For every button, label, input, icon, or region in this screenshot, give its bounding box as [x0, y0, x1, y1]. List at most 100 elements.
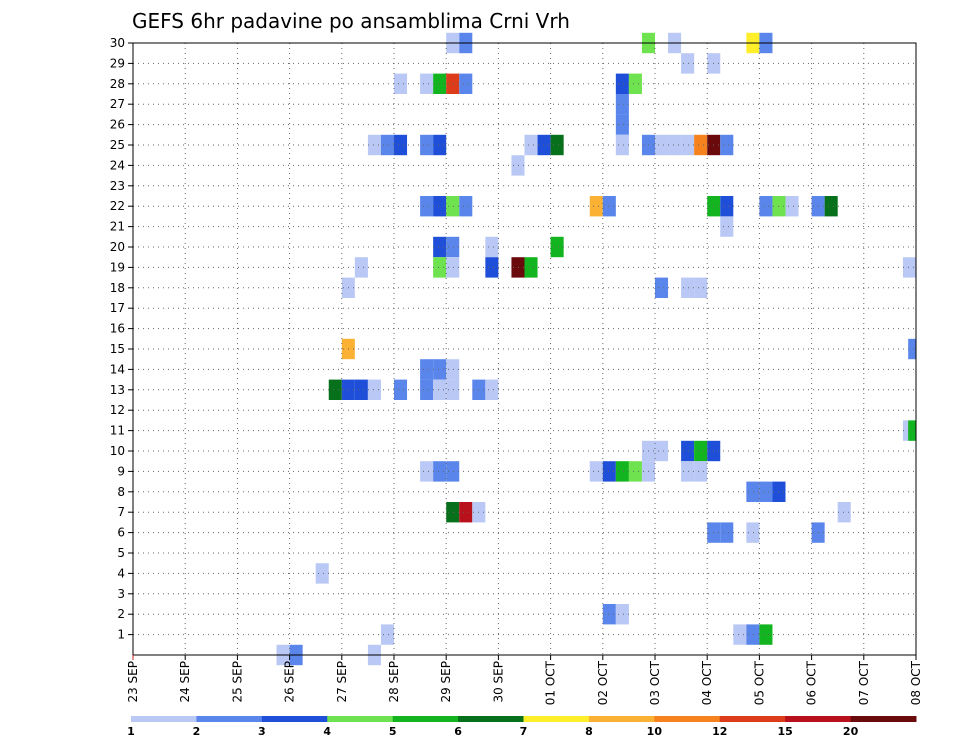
- x-tick-label: 02 OCT: [596, 660, 610, 705]
- heatmap-cell: [602, 604, 616, 625]
- y-tick-label: 15: [110, 342, 125, 356]
- heatmap-cell: [420, 359, 434, 380]
- y-tick-label: 5: [117, 546, 125, 560]
- heatmap-cell: [433, 134, 447, 156]
- y-tick-label: 24: [110, 158, 125, 172]
- heatmap-cell: [354, 379, 368, 400]
- heatmap-cell: [354, 257, 368, 278]
- y-tick-label: 13: [110, 383, 125, 397]
- heatmap-cell: [668, 134, 682, 156]
- colorbar-swatch: [785, 716, 852, 722]
- y-tick-label: 2: [117, 607, 125, 621]
- heatmap-cell: [446, 379, 460, 400]
- heatmap-cell: [908, 338, 916, 360]
- heatmap-cell: [746, 481, 760, 502]
- heatmap-cell: [328, 379, 342, 400]
- x-tick-label: 08 OCT: [909, 660, 923, 705]
- x-tick-label: 26 SEP: [283, 661, 297, 703]
- x-tick-label: 28 SEP: [387, 661, 401, 703]
- colorbar-swatch: [654, 716, 721, 722]
- y-tick-label: 18: [110, 281, 125, 295]
- heatmap-cell: [759, 196, 773, 217]
- heatmap-cell: [550, 236, 564, 258]
- y-tick-label: 11: [110, 424, 125, 438]
- heatmap-cell: [681, 134, 695, 156]
- heatmap-cell: [746, 522, 760, 543]
- y-tick-label: 20: [110, 240, 125, 254]
- x-tick-label: 07 OCT: [857, 660, 871, 705]
- y-tick-label: 10: [110, 444, 125, 458]
- heatmap-cell: [589, 461, 603, 482]
- heatmap-cell: [615, 73, 629, 94]
- y-tick-label: 27: [110, 97, 125, 111]
- x-tick-label: 30 SEP: [491, 661, 505, 703]
- y-tick-label: 1: [117, 628, 125, 642]
- heatmap-cell: [394, 379, 408, 400]
- colorbar-tick-label: 8: [585, 725, 593, 738]
- heatmap-cell: [315, 563, 329, 584]
- x-tick-label: 01 OCT: [544, 660, 558, 705]
- colorbar-swatch: [392, 716, 459, 722]
- heatmap-cell: [720, 522, 734, 543]
- heatmap-cell: [628, 461, 642, 482]
- heatmap-cell: [446, 359, 460, 380]
- heatmap-cell: [681, 277, 695, 298]
- heatmap-cell: [720, 134, 734, 156]
- colorbar-tick-label: 4: [323, 725, 331, 738]
- heatmap-cell: [459, 73, 473, 94]
- heatmap-cell: [655, 277, 669, 298]
- y-tick-label: 14: [110, 362, 125, 376]
- heatmap-cell: [681, 53, 695, 74]
- y-tick-label: 9: [117, 464, 125, 478]
- heatmap-cell: [733, 624, 747, 645]
- heatmap-cell: [537, 134, 551, 156]
- heatmap-cell: [602, 461, 616, 482]
- x-tick-label: 06 OCT: [805, 660, 819, 705]
- y-tick-label: 29: [110, 56, 125, 70]
- heatmap-cell: [615, 134, 629, 156]
- heatmap-cell: [485, 257, 499, 278]
- heatmap-cell: [615, 94, 629, 115]
- y-tick-label: 3: [117, 587, 125, 601]
- heatmap-cell: [524, 134, 538, 156]
- y-tick-label: 28: [110, 77, 125, 91]
- heatmap-cell: [694, 134, 708, 156]
- y-tick-label: 21: [110, 220, 125, 234]
- heatmap-cell: [694, 440, 708, 462]
- colorbar-tick-label: 7: [520, 725, 528, 738]
- colorbar-swatch: [588, 716, 655, 722]
- heatmap-cell: [902, 257, 916, 278]
- heatmap-cell: [380, 134, 394, 156]
- heatmap-cell: [681, 440, 695, 462]
- y-tick-label: 16: [110, 322, 125, 336]
- heatmap-cell: [394, 134, 408, 156]
- heatmap-cell: [433, 257, 447, 278]
- heatmap-cell: [720, 196, 734, 217]
- y-tick-label: 25: [110, 138, 125, 152]
- x-tick-label: 29 SEP: [439, 661, 453, 703]
- heatmap-cell: [628, 73, 642, 94]
- heatmap-cell: [615, 461, 629, 482]
- heatmap-cell: [380, 624, 394, 645]
- heatmap-cell: [615, 114, 629, 135]
- heatmap-cell: [446, 236, 460, 258]
- y-tick-label: 12: [110, 403, 125, 417]
- heatmap-cell: [524, 257, 538, 278]
- colorbar-swatch: [196, 716, 263, 722]
- heatmap-cell: [485, 236, 499, 258]
- y-tick-label: 4: [117, 566, 125, 580]
- heatmap-cell: [367, 379, 381, 400]
- x-tick-label: 27 SEP: [335, 661, 349, 703]
- heatmap-cell: [420, 73, 434, 94]
- heatmap-cell: [681, 461, 695, 482]
- heatmap-cell: [446, 257, 460, 278]
- y-tick-label: 8: [117, 485, 125, 499]
- heatmap-cell: [420, 461, 434, 482]
- heatmap-cell: [759, 624, 773, 645]
- colorbar-swatch: [261, 716, 328, 722]
- heatmap-cell: [446, 73, 460, 94]
- colorbar-swatch: [850, 716, 917, 722]
- x-tick-label: 05 OCT: [752, 660, 766, 705]
- colorbar-tick-label: 10: [647, 725, 663, 738]
